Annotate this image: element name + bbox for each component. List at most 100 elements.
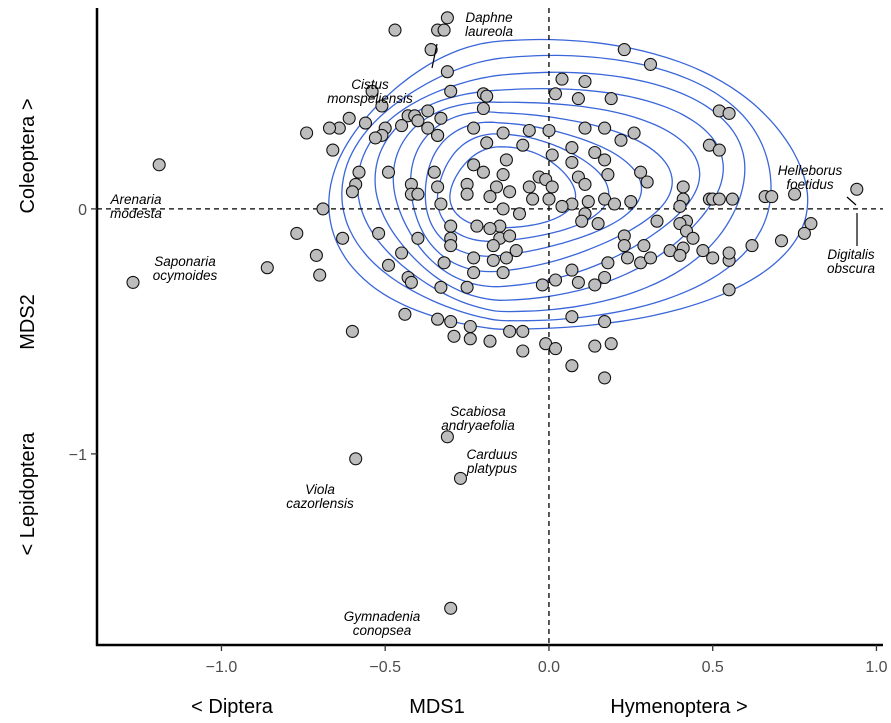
x-axis-right-label: Hymenoptera > [610, 696, 747, 718]
data-point [512, 207, 527, 221]
data-point [607, 197, 622, 211]
data-point [365, 84, 379, 98]
data-point [503, 229, 517, 243]
data-point [637, 239, 651, 253]
reference-lines [97, 8, 883, 645]
axes: −1.0 −0.5 0.0 0.5 1.0 −1 0 [69, 8, 888, 676]
data-point [467, 121, 481, 135]
data-point [427, 165, 441, 179]
data-point [542, 123, 556, 138]
x-axis-title: MDS1 [409, 696, 465, 718]
data-point [444, 315, 458, 329]
data-point [480, 89, 494, 103]
data-point [434, 111, 448, 125]
data-point [604, 92, 618, 106]
data-point [588, 339, 602, 353]
data-point [643, 251, 658, 265]
data-point [152, 158, 166, 172]
data-point [565, 155, 579, 169]
data-point [601, 256, 615, 270]
species-annotation: Daphne laureola [465, 10, 514, 39]
data-point [614, 133, 628, 147]
data-point [545, 180, 559, 194]
data-point [476, 165, 490, 179]
species-annotation: Gymnadenia conopsea [344, 609, 421, 638]
data-point [444, 239, 458, 253]
data-point [509, 244, 523, 258]
data-point [440, 430, 454, 444]
species-annotation: Digitalis obscura [827, 247, 876, 276]
data-point [516, 324, 530, 338]
x-tick-label: 0.0 [538, 659, 560, 676]
data-point [352, 165, 366, 179]
data-point [522, 123, 536, 138]
data-point [516, 344, 530, 358]
data-point [650, 214, 664, 228]
data-point [765, 190, 779, 204]
x-tick-label: −0.5 [369, 659, 401, 676]
data-point [463, 319, 477, 334]
data-point [395, 119, 409, 133]
y-axis-bottom-label: < Lepidoptera [17, 432, 39, 556]
data-point [421, 121, 435, 135]
data-point [571, 92, 585, 106]
data-point [421, 104, 435, 118]
data-point [375, 99, 389, 113]
data-point [447, 329, 461, 343]
data-point [460, 187, 474, 201]
data-point [431, 312, 445, 326]
y-tick-label: −1 [69, 447, 87, 464]
data-point [620, 251, 635, 265]
data-point [395, 246, 409, 260]
data-point [496, 266, 510, 280]
data-point [411, 231, 425, 245]
data-point [617, 239, 631, 253]
data-point [565, 359, 579, 373]
data-point [797, 226, 811, 240]
data-point [322, 121, 337, 135]
data-point [316, 202, 330, 216]
data-point [673, 199, 687, 213]
data-point [788, 187, 802, 201]
data-point [673, 248, 687, 262]
data-point [745, 239, 759, 253]
annotation-leader-line [846, 196, 857, 206]
species-annotation: Arenaria modesta [109, 192, 162, 221]
data-point [372, 226, 386, 240]
data-point [578, 177, 592, 191]
data-point [804, 217, 818, 231]
data-point [601, 168, 615, 182]
data-point [483, 190, 497, 204]
data-point [486, 253, 500, 267]
data-point [467, 251, 481, 265]
data-point [503, 185, 517, 199]
data-point [640, 175, 654, 189]
data-point [634, 165, 648, 179]
data-point [588, 278, 602, 292]
data-point [712, 143, 726, 157]
data-point [489, 180, 504, 194]
data-point [486, 239, 500, 253]
data-point [496, 168, 510, 182]
data-point [706, 251, 720, 265]
data-point [260, 261, 274, 275]
data-point [309, 248, 323, 262]
y-tick-label: 0 [78, 202, 87, 219]
data-point [571, 275, 585, 289]
data-point [722, 246, 736, 260]
data-point [575, 214, 589, 228]
data-point [381, 165, 396, 179]
x-axis-left-label: < Diptera [191, 696, 274, 718]
data-point [440, 11, 454, 25]
data-point [411, 114, 425, 128]
data-point [542, 192, 556, 206]
data-point [548, 342, 563, 356]
data-point [431, 180, 445, 194]
data-point [126, 275, 140, 289]
data-point [686, 231, 700, 245]
data-point [598, 270, 612, 285]
data-point [598, 153, 612, 167]
data-point [480, 136, 494, 150]
species-annotation: Helleborus foetidus [778, 163, 843, 192]
